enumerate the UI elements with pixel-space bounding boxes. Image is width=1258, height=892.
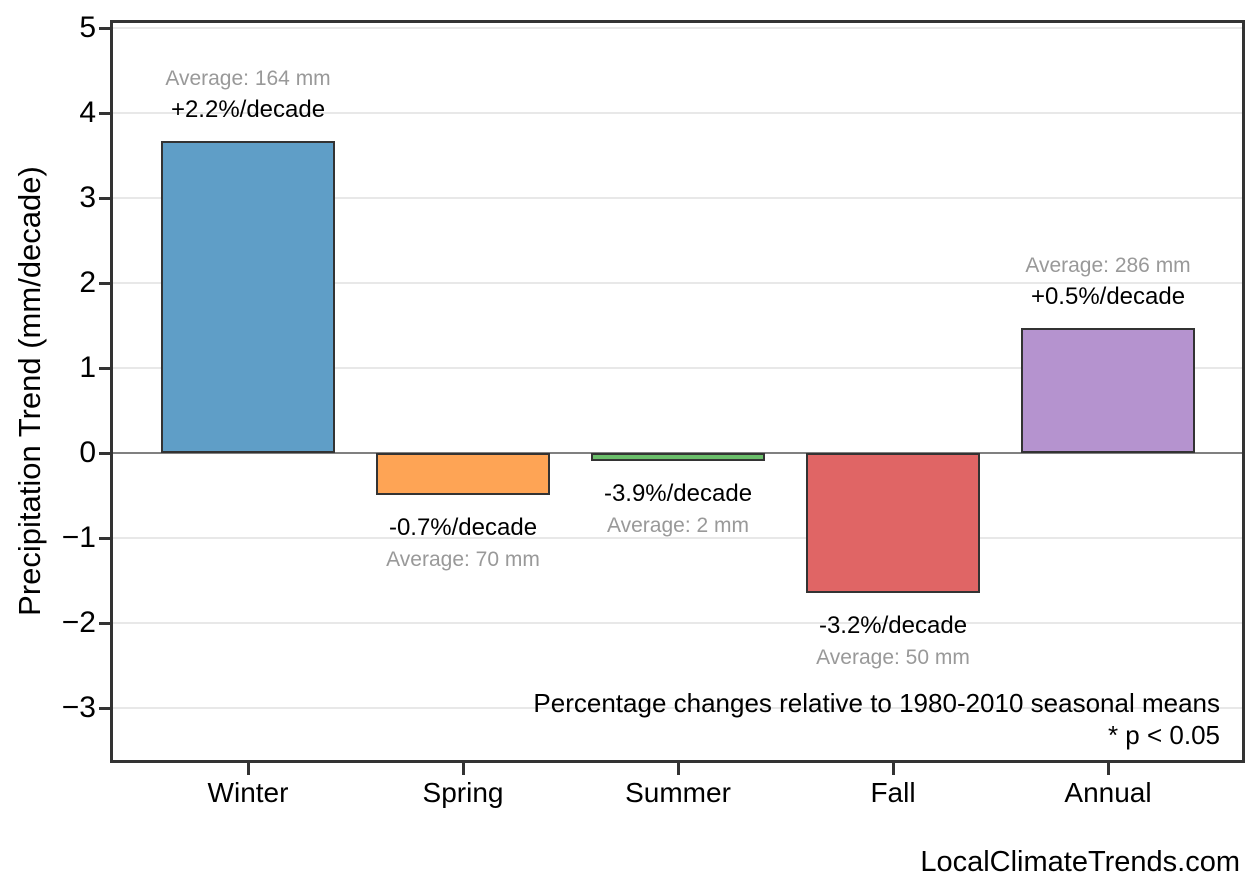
h-gridline <box>113 537 1242 539</box>
bar-annual <box>1021 328 1195 453</box>
h-gridline <box>113 197 1242 199</box>
plot-area <box>110 20 1245 763</box>
bar-average-label: Average: 70 mm <box>386 547 540 571</box>
y-tick-mark <box>99 281 110 285</box>
bar-average-label: Average: 164 mm <box>165 67 331 91</box>
x-tick-mark <box>246 763 250 775</box>
y-tick-label: 5 <box>79 11 96 44</box>
h-gridline <box>113 27 1242 29</box>
y-tick-mark <box>99 621 110 625</box>
h-gridline <box>113 707 1242 709</box>
y-tick-mark <box>99 536 110 540</box>
bar-percent-label: -3.9%/decade <box>603 480 753 507</box>
y-tick-label: 3 <box>79 181 96 214</box>
x-tick-mark <box>1106 763 1110 775</box>
y-tick-label: −2 <box>61 606 96 639</box>
x-tick-label-spring: Spring <box>422 777 504 808</box>
annotation-significance: * p < 0.05 <box>1107 720 1220 750</box>
y-tick-mark <box>99 706 110 710</box>
h-gridline <box>113 622 1242 624</box>
annotation-relative-means: Percentage changes relative to 1980-2010… <box>533 688 1220 718</box>
y-tick-label: 2 <box>79 266 96 299</box>
x-tick-label-annual: Annual <box>1064 777 1152 808</box>
y-tick-mark <box>99 196 110 200</box>
bar-percent-label: -3.2%/decade <box>818 612 968 640</box>
bar-percent-label: -0.7%/decade <box>388 513 538 541</box>
bar-percent-label: +0.5%/decade <box>1030 283 1186 311</box>
bar-average-label: Average: 50 mm <box>816 646 970 670</box>
h-gridline <box>113 112 1242 114</box>
y-tick-label: 4 <box>79 96 96 129</box>
y-tick-mark <box>99 451 110 455</box>
bar-spring <box>376 453 550 495</box>
h-gridline <box>113 282 1242 284</box>
bar-fall <box>806 453 980 594</box>
y-tick-mark <box>99 366 110 370</box>
x-tick-label-summer: Summer <box>625 777 731 808</box>
h-gridline <box>113 367 1242 369</box>
bar-winter <box>161 141 335 453</box>
y-tick-label: −3 <box>61 691 96 724</box>
bar-average-label: Average: 286 mm <box>1025 254 1191 278</box>
x-tick-label-fall: Fall <box>870 777 916 808</box>
y-tick-mark <box>99 111 110 115</box>
x-tick-mark <box>461 763 465 775</box>
x-tick-mark <box>891 763 895 775</box>
bar-summer <box>591 453 765 461</box>
y-tick-mark <box>99 26 110 30</box>
y-tick-label: 1 <box>79 351 96 384</box>
x-tick-mark <box>676 763 680 775</box>
watermark-text: LocalClimateTrends.com <box>920 846 1240 878</box>
y-tick-label: −1 <box>61 521 96 554</box>
y-tick-label: 0 <box>79 436 96 469</box>
bar-percent-label: +2.2%/decade <box>170 96 326 124</box>
x-tick-label-winter: Winter <box>207 777 289 808</box>
bar-average-label: Average: 2 mm <box>606 514 750 537</box>
